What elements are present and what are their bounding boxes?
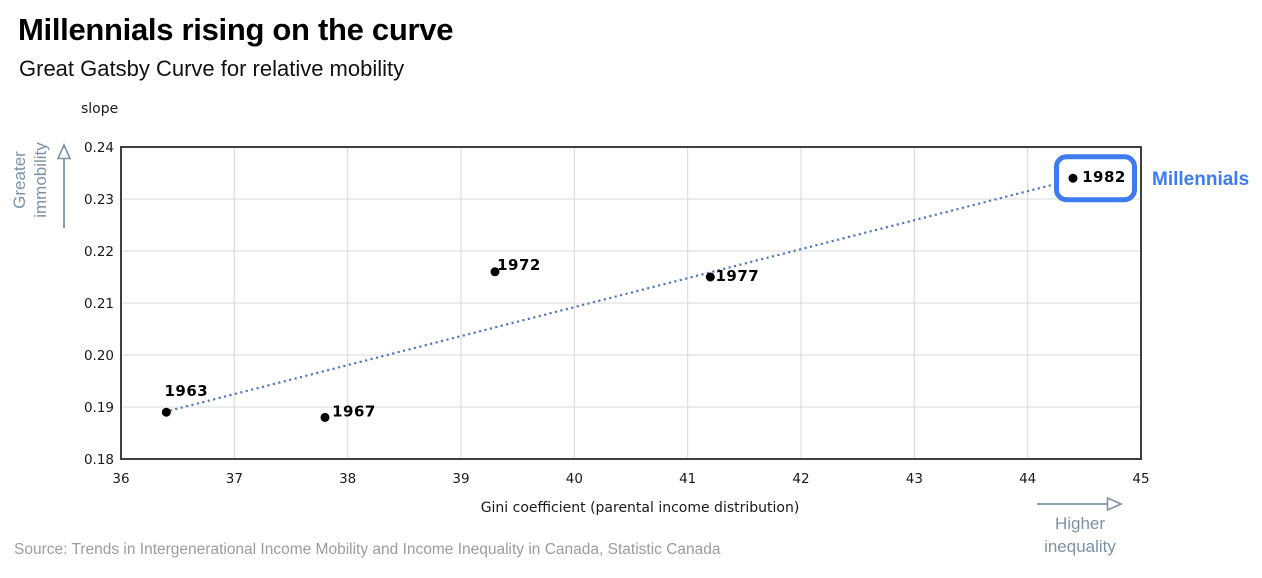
y-tick-label: 0.23 xyxy=(84,192,114,208)
x-tick-label: 38 xyxy=(339,471,356,487)
x-tick-label: 41 xyxy=(679,471,696,487)
data-point-label-1977: 1977 xyxy=(715,267,759,285)
data-point-label-1972: 1972 xyxy=(497,256,541,274)
x-tick-label: 44 xyxy=(1019,471,1036,487)
up-arrowhead-icon xyxy=(56,143,72,160)
y-tick-label: 0.24 xyxy=(84,140,114,156)
y-tick-label: 0.22 xyxy=(84,244,114,260)
y-tick-label: 0.19 xyxy=(84,400,114,416)
data-point-label-1982: 1982 xyxy=(1082,168,1126,186)
x-tick-label: 43 xyxy=(906,471,923,487)
x-axis-label: Gini coefficient (parental income distri… xyxy=(481,500,800,516)
page-subtitle: Great Gatsby Curve for relative mobility xyxy=(19,56,405,81)
y-tick-label: 0.18 xyxy=(84,452,114,468)
y-tick-label: 0.20 xyxy=(84,348,114,364)
data-point-1982 xyxy=(1068,173,1078,183)
trend-line xyxy=(169,165,1126,412)
data-point-label-1963: 1963 xyxy=(164,382,208,400)
y-tick-label: 0.21 xyxy=(84,296,114,312)
source-note: Source: Trends in Intergenerational Inco… xyxy=(14,541,721,558)
data-point-1967 xyxy=(320,412,330,422)
x-tick-label: 40 xyxy=(566,471,583,487)
x-tick-label: 42 xyxy=(792,471,809,487)
page-title: Millennials rising on the curve xyxy=(18,12,454,47)
data-point-label-1967: 1967 xyxy=(332,402,376,420)
x-axis-annotation-higher-inequality: Higher inequality xyxy=(1044,514,1116,556)
x-tick-label: 39 xyxy=(452,471,469,487)
plot-border xyxy=(120,146,1142,460)
data-point-1977 xyxy=(705,272,715,282)
millennials-highlight-box xyxy=(1054,154,1137,203)
x-tick-label: 36 xyxy=(112,471,129,487)
x-tick-label: 37 xyxy=(226,471,243,487)
x-tick-label: 45 xyxy=(1132,471,1149,487)
y-axis-top-label: slope xyxy=(81,101,119,117)
data-point-1972 xyxy=(490,267,500,277)
data-point-1963 xyxy=(161,407,171,417)
right-arrowhead-icon xyxy=(1106,496,1123,512)
millennials-callout-label: Millennials xyxy=(1152,169,1250,190)
